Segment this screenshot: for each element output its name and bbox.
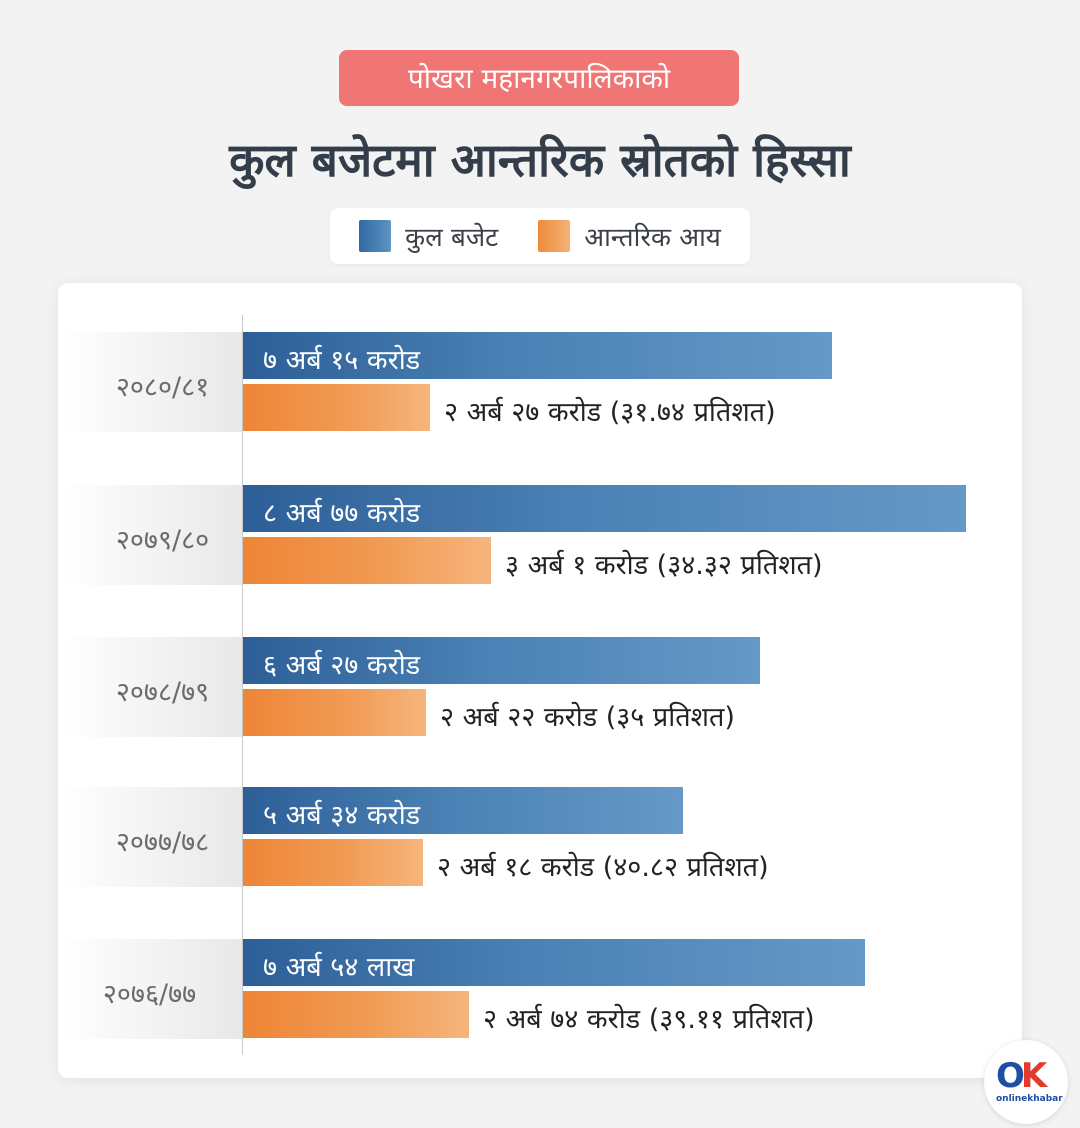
legend-label-total-budget: कुल बजेट — [405, 223, 499, 253]
category-label: २०७६/७७ — [102, 979, 197, 1010]
data-label-internal-income: २ अर्ब २२ करोड (३५ प्रतिशत) — [440, 702, 735, 733]
bar-internal-income — [243, 537, 491, 584]
data-label-total-budget: ७ अर्ब ५४ लाख — [263, 952, 415, 983]
row-label-background — [60, 939, 242, 1039]
legend-item-internal-income: आन्तरिक आय — [538, 218, 721, 254]
data-label-total-budget: ६ अर्ब २७ करोड — [263, 650, 421, 681]
bar-internal-income — [243, 384, 430, 431]
bar-total-budget — [243, 332, 832, 379]
row-label-background — [60, 637, 242, 737]
row-label-background — [60, 485, 242, 585]
legend-swatch-blue — [359, 220, 392, 252]
legend-label-internal-income: आन्तरिक आय — [584, 223, 721, 253]
bar-internal-income — [243, 689, 426, 736]
data-label-total-budget: ८ अर्ब ७७ करोड — [263, 498, 421, 529]
bar-total-budget — [243, 939, 865, 986]
bar-internal-income — [243, 839, 423, 886]
legend: कुल बजेट आन्तरिक आय — [330, 208, 750, 264]
y-axis-line — [242, 315, 243, 1055]
category-label: २०७९/८० — [115, 525, 210, 556]
category-label: २०७८/७९ — [115, 677, 210, 708]
data-label-internal-income: २ अर्ब २७ करोड (३१.७४ प्रतिशत) — [444, 397, 776, 428]
bar-total-budget — [243, 485, 966, 532]
row-label-background — [60, 332, 242, 432]
category-label: २०७७/७८ — [115, 827, 210, 858]
data-label-total-budget: ५ अर्ब ३४ करोड — [263, 800, 421, 831]
onlinekhabar-logo: OK onlinekhabar — [984, 1040, 1068, 1124]
logo-mark: OK — [996, 1056, 1047, 1096]
chart-title: कुल बजेटमा आन्तरिक स्रोतको हिस्सा — [229, 133, 851, 187]
legend-swatch-orange — [538, 220, 571, 252]
logo-text: onlinekhabar — [996, 1094, 1063, 1104]
bar-internal-income — [243, 991, 469, 1038]
subtitle-text: पोखरा महानगरपालिकाको — [407, 62, 671, 95]
bar-total-budget — [243, 787, 683, 834]
data-label-internal-income: २ अर्ब ७४ करोड (३९.११ प्रतिशत) — [483, 1004, 815, 1035]
bar-total-budget — [243, 637, 760, 684]
data-label-internal-income: ३ अर्ब १ करोड (३४.३२ प्रतिशत) — [505, 550, 823, 581]
subtitle-badge: पोखरा महानगरपालिकाको — [339, 50, 739, 106]
category-label: २०८०/८१ — [115, 372, 210, 403]
row-label-background — [60, 787, 242, 887]
data-label-total-budget: ७ अर्ब १५ करोड — [263, 345, 421, 376]
data-label-internal-income: २ अर्ब १८ करोड (४०.८२ प्रतिशत) — [437, 852, 769, 883]
legend-item-total-budget: कुल बजेट — [359, 218, 498, 254]
